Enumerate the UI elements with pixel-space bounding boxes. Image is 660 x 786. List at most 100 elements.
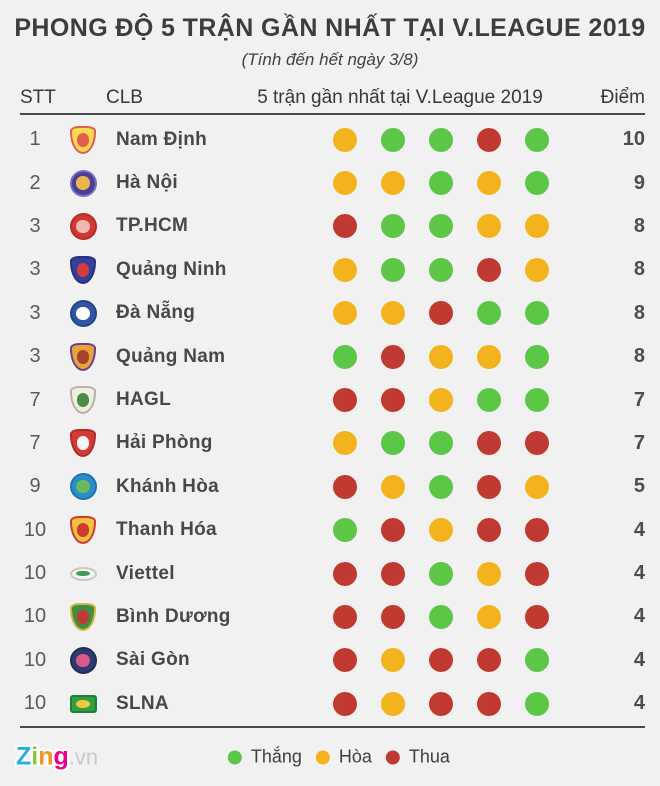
team-name: Quảng Ninh — [116, 258, 227, 280]
points-value: 4 — [633, 518, 645, 541]
form-dot-draw — [477, 604, 501, 629]
form-dot-loss — [381, 344, 405, 369]
zing-logo-letter: n — [38, 742, 54, 771]
table-row: 9 Khánh Hòa 5 — [0, 465, 660, 508]
legend-label: Thua — [408, 746, 450, 767]
form-dot-draw — [381, 171, 405, 196]
form-dot-loss — [333, 648, 357, 673]
team-name: Hà Nội — [116, 172, 178, 194]
team-logo — [50, 429, 116, 458]
form-dot-draw — [429, 388, 453, 413]
form-dot-loss — [333, 561, 357, 586]
form-dot-loss — [525, 561, 549, 586]
points-value: 8 — [633, 214, 645, 237]
form-dot-win — [525, 648, 549, 673]
form-dot-draw — [429, 518, 453, 543]
legend-item-draw: Hòa — [315, 747, 372, 768]
points-value: 4 — [633, 562, 645, 585]
team-name: HAGL — [116, 389, 172, 411]
form-dot-loss — [525, 604, 549, 629]
form-dot-win — [429, 431, 453, 456]
page-title: PHONG ĐỘ 5 TRẬN GẦN NHẤT TẠI V.LEAGUE 20… — [14, 14, 646, 42]
form-dot-loss — [429, 691, 453, 716]
team-name: Nam Định — [116, 128, 208, 150]
zing-logo-letter: Z — [16, 742, 32, 771]
footer: Zing.vn Thắng Hòa Thua — [0, 728, 660, 786]
form-dot-win — [429, 604, 453, 629]
table-row: 1 Nam Định 10 — [0, 118, 660, 161]
legend-dot-win — [227, 750, 242, 765]
table-row: 3 Đà Nẵng 8 — [0, 292, 660, 335]
footer-divider — [20, 726, 645, 729]
form-dots — [333, 518, 549, 543]
points-value: 4 — [633, 648, 645, 671]
form-dot-win — [381, 431, 405, 456]
points-value: 10 — [622, 128, 645, 151]
form-dot-loss — [477, 518, 501, 543]
form-dot-draw — [525, 257, 549, 282]
points-value: 9 — [633, 171, 645, 194]
rank-value: 10 — [23, 518, 47, 541]
table-row: 10 SLNA 4 — [0, 682, 660, 725]
rank-value: 7 — [29, 431, 41, 454]
team-name: Sài Gòn — [116, 649, 190, 671]
form-dot-win — [477, 388, 501, 413]
points-value: 4 — [633, 692, 645, 715]
form-dot-win — [381, 127, 405, 152]
zing-logo[interactable]: Zing.vn — [16, 743, 98, 772]
form-dot-draw — [477, 561, 501, 586]
table-row: 7 Hải Phòng 7 — [0, 422, 660, 465]
team-logo — [50, 646, 116, 674]
legend-dot-draw — [315, 750, 330, 765]
legend-item-win: Thắng — [227, 746, 302, 768]
points-value: 8 — [633, 258, 645, 281]
form-dot-loss — [381, 388, 405, 413]
form-dot-loss — [381, 604, 405, 629]
form-dot-loss — [477, 691, 501, 716]
points-value: 7 — [633, 388, 645, 411]
table-header: STT CLB 5 trận gần nhất tại V.League 201… — [20, 86, 645, 115]
table-row: 10 Sài Gòn 4 — [0, 639, 660, 682]
legend-item-loss: Thua — [385, 746, 450, 768]
form-dot-draw — [381, 474, 405, 499]
team-name: Thanh Hóa — [116, 519, 217, 541]
rank-value: 3 — [29, 301, 41, 324]
team-logo — [50, 342, 116, 371]
table-row: 3 TP.HCM 8 — [0, 205, 660, 248]
form-dots — [333, 257, 549, 282]
team-name: Viettel — [116, 562, 175, 584]
form-dots — [333, 301, 549, 326]
form-dot-loss — [477, 127, 501, 152]
page-subtitle: (Tính đến hết ngày 3/8) — [241, 50, 419, 69]
rank-value: 10 — [23, 605, 47, 628]
form-dot-win — [525, 171, 549, 196]
team-name: Quảng Nam — [116, 345, 226, 367]
form-dots — [333, 171, 549, 196]
form-dot-win — [429, 474, 453, 499]
points-value: 4 — [633, 605, 645, 628]
form-dot-win — [429, 214, 453, 239]
form-dot-loss — [333, 474, 357, 499]
form-dot-loss — [477, 474, 501, 499]
form-dot-draw — [333, 257, 357, 282]
team-logo — [50, 473, 116, 501]
form-dots — [333, 344, 549, 369]
form-dot-loss — [333, 214, 357, 239]
form-dot-win — [429, 127, 453, 152]
form-dot-win — [429, 561, 453, 586]
legend-dot-loss — [385, 750, 400, 765]
team-logo — [50, 516, 116, 545]
table-row: 10 Viettel 4 — [0, 552, 660, 595]
team-logo — [50, 212, 116, 240]
points-value: 7 — [633, 431, 645, 454]
form-dot-draw — [525, 474, 549, 499]
legend-label: Thắng — [250, 746, 302, 767]
rank-value: 10 — [23, 692, 47, 715]
form-dots — [333, 691, 549, 716]
form-dot-loss — [525, 518, 549, 543]
form-dot-loss — [333, 604, 357, 629]
form-dot-win — [477, 301, 501, 326]
form-dot-draw — [333, 171, 357, 196]
rank-value: 2 — [29, 171, 41, 194]
form-dot-loss — [429, 301, 453, 326]
